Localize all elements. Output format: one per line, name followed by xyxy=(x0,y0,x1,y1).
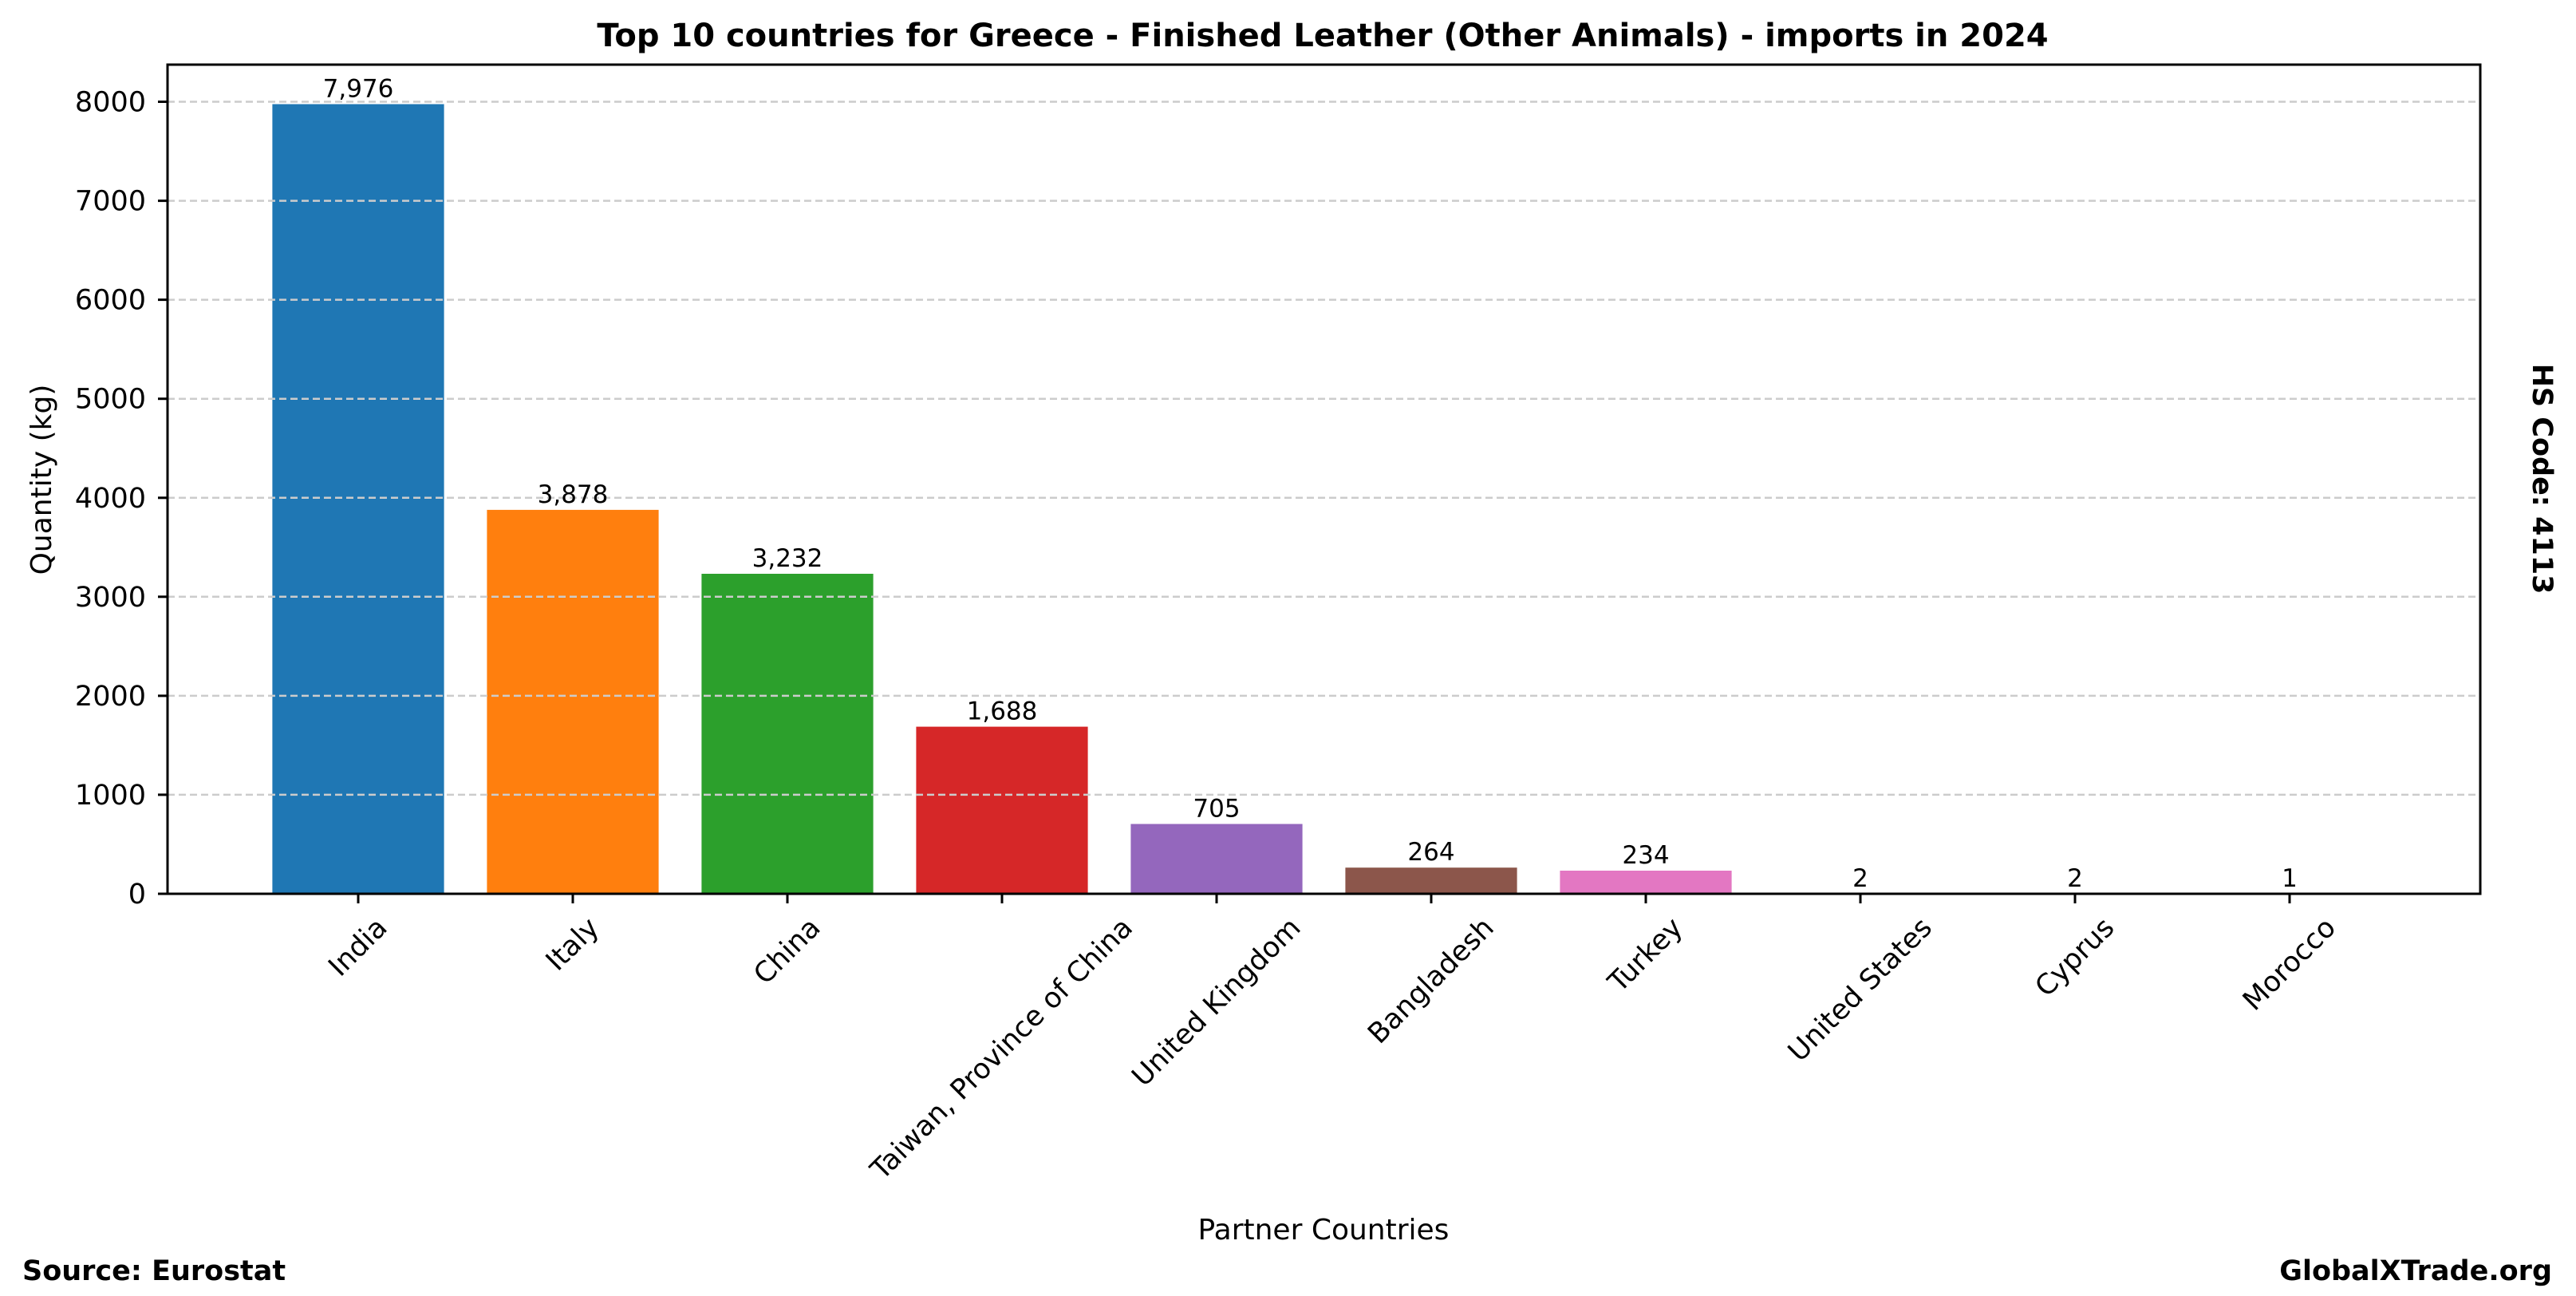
data-label: 705 xyxy=(1193,795,1240,824)
data-label: 234 xyxy=(1622,841,1669,870)
data-label: 3,232 xyxy=(752,544,823,573)
y-tick-label: 5000 xyxy=(75,384,146,416)
data-label: 1 xyxy=(2282,864,2298,893)
bar-united-kingdom xyxy=(1130,824,1303,894)
data-label: 7,976 xyxy=(323,75,394,104)
y-tick-label: 2000 xyxy=(75,681,146,713)
chart-title: Top 10 countries for Greece - Finished L… xyxy=(597,18,2048,54)
gridlines-group xyxy=(168,101,2480,796)
y-tick-label: 0 xyxy=(128,879,146,911)
plot-frame xyxy=(166,63,2482,895)
data-label: 2 xyxy=(1852,864,1868,893)
x-axis-label: Partner Countries xyxy=(1198,1214,1450,1247)
y-axis-ticks: 0 1000 2000 3000 4000 5000 6000 7000 8000 xyxy=(75,87,168,911)
data-label: 2 xyxy=(2067,864,2083,893)
y-tick-label: 1000 xyxy=(75,780,146,812)
data-labels-group: 7,976 3,878 3,232 1,688 705 264 234 2 2 1 xyxy=(323,75,2298,893)
bar-china xyxy=(701,574,874,894)
bar-taiwan-province-of-china xyxy=(916,726,1088,894)
bar-italy xyxy=(487,509,659,894)
bars-group xyxy=(272,104,2376,894)
bar-india xyxy=(272,104,444,894)
data-label: 264 xyxy=(1407,838,1454,867)
y-tick-label: 8000 xyxy=(75,87,146,119)
data-label: 3,878 xyxy=(538,480,609,509)
y-tick-label: 4000 xyxy=(75,483,146,515)
bar-turkey xyxy=(1560,871,1732,894)
y-tick-label: 6000 xyxy=(75,285,146,317)
brand-label: GlobalXTrade.org xyxy=(2279,1255,2552,1287)
hs-code-label: HS Code: 4113 xyxy=(2526,364,2558,595)
y-tick-label: 7000 xyxy=(75,186,146,218)
bar-bangladesh xyxy=(1345,867,1517,894)
data-label: 1,688 xyxy=(967,697,1038,726)
source-label: Source: Eurostat xyxy=(22,1255,286,1287)
y-tick-label: 3000 xyxy=(75,582,146,614)
y-axis-label: Quantity (kg) xyxy=(26,385,58,575)
